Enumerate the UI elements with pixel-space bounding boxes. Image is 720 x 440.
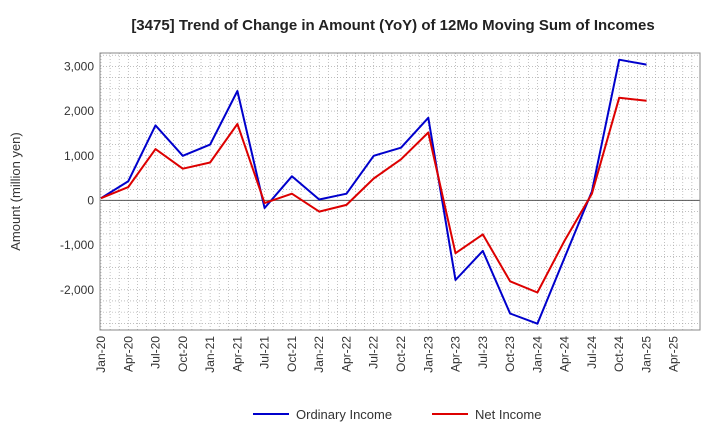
y-tick-label: -2,000: [60, 283, 94, 297]
plot-lines: [100, 58, 647, 325]
x-tick-label: Apr-20: [121, 336, 135, 372]
y-axis: 3,000 2,000 1,000 0 -1,000 -2,000: [60, 59, 94, 296]
x-tick-label: Oct-23: [503, 336, 517, 372]
series-line: [100, 96, 647, 294]
x-tick-label: Apr-24: [558, 336, 572, 372]
x-tick-label: Jan-21: [203, 336, 217, 373]
chart-title: [3475] Trend of Change in Amount (YoY) o…: [131, 17, 654, 34]
x-tick-label: Jan-20: [94, 336, 108, 373]
x-tick-label: Apr-21: [230, 336, 244, 372]
x-tick-label: Jan-22: [312, 336, 326, 373]
legend: Ordinary Income Net Income: [253, 407, 541, 422]
x-tick-label: Apr-25: [667, 336, 681, 372]
plot-frame: [99, 52, 701, 331]
x-tick-label: Jan-23: [421, 336, 435, 373]
series-line: [100, 58, 647, 325]
x-tick-label: Oct-20: [176, 336, 190, 372]
x-tick-label: Jul-24: [585, 336, 599, 369]
grid: [100, 53, 700, 330]
x-tick-label: Jul-20: [149, 336, 163, 369]
x-tick-label: Oct-22: [394, 336, 408, 372]
x-tick-label: Oct-21: [285, 336, 299, 372]
y-tick-label: 2,000: [64, 104, 94, 118]
x-axis: Jan-20 Apr-20 Jul-20 Oct-20 Jan-21 Apr-21 Jul-…: [94, 336, 681, 373]
legend-label: Ordinary Income: [296, 407, 392, 422]
x-tick-label: Jul-21: [258, 336, 272, 369]
x-tick-label: Apr-23: [449, 336, 463, 372]
x-tick-label: Apr-22: [339, 336, 353, 372]
y-tick-label: 0: [87, 193, 94, 207]
legend-label: Net Income: [475, 407, 541, 422]
y-tick-label: 1,000: [64, 149, 94, 163]
y-tick-label: 3,000: [64, 59, 94, 73]
y-axis-label: Amount (million yen): [8, 132, 23, 251]
y-tick-label: -1,000: [60, 238, 94, 252]
x-tick-label: Jul-22: [367, 336, 381, 369]
x-tick-label: Jan-24: [530, 336, 544, 373]
x-tick-label: Oct-24: [612, 336, 626, 372]
x-tick-label: Jul-23: [476, 336, 490, 369]
x-tick-label: Jan-25: [639, 336, 653, 373]
